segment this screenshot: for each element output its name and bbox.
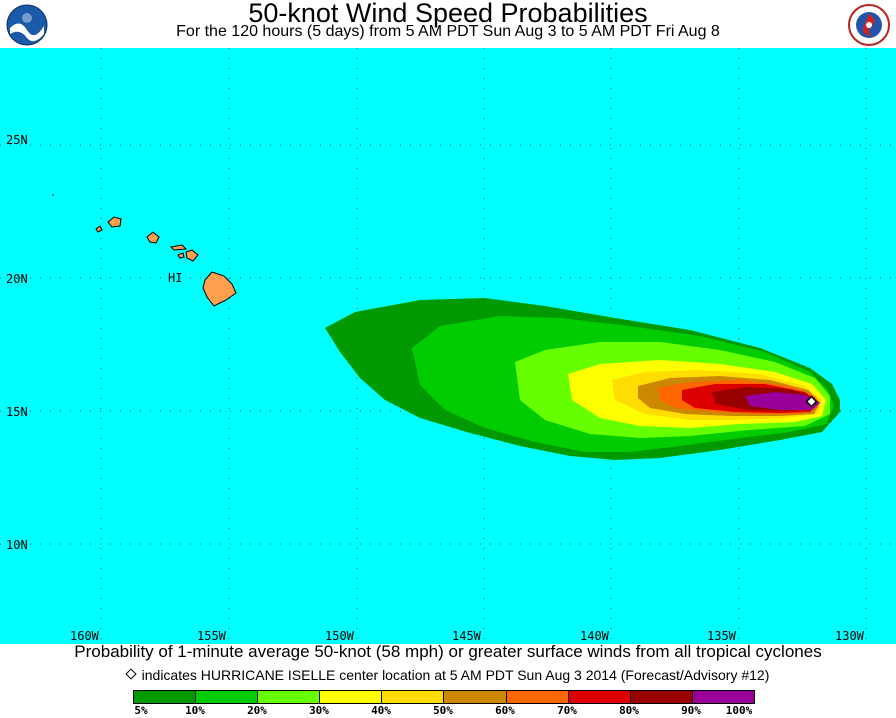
nws-logo	[848, 4, 890, 46]
legend-swatch	[258, 691, 321, 703]
legend-labels: 5% 10% 20% 30% 40% 50% 60% 70% 80% 90% 100%	[0, 704, 896, 718]
contour-90pct	[745, 392, 820, 410]
lon-label-135w: 135W	[707, 629, 737, 643]
island-maui	[185, 249, 199, 262]
legend-label: 70%	[557, 704, 577, 717]
legend-swatch	[568, 691, 631, 703]
legend-label: 90%	[681, 704, 701, 717]
storm-note: indicates HURRICANE ISELLE center locati…	[0, 667, 896, 683]
island-big-island	[202, 271, 237, 307]
island-niihau	[95, 225, 103, 233]
island-molokai	[169, 244, 188, 251]
lon-label-155w: 155W	[197, 629, 227, 643]
legend-swatch	[382, 691, 445, 703]
lat-label-15n: 15N	[6, 405, 28, 419]
legend-swatch	[320, 691, 383, 703]
lon-label-130w: 130W	[835, 629, 865, 643]
hawaiian-islands	[52, 194, 237, 307]
legend-label: 40%	[371, 704, 391, 717]
lat-label-20n: 20N	[6, 272, 28, 286]
legend-swatch	[196, 691, 259, 703]
noaa-logo	[6, 4, 48, 46]
map-subtitle: For the 120 hours (5 days) from 5 AM PDT…	[176, 23, 720, 40]
island-tiny	[52, 194, 54, 196]
probability-map: HI 25N 20N 15N 10N 160W 155W 150W 145W 1…	[0, 48, 896, 644]
legend-label: 60%	[495, 704, 515, 717]
legend-label: 10%	[185, 704, 205, 717]
lon-label-145w: 145W	[452, 629, 482, 643]
lon-label-150w: 150W	[325, 629, 355, 643]
legend-swatch	[692, 691, 754, 703]
island-oahu	[146, 231, 160, 244]
legend-label: 5%	[134, 704, 148, 717]
map-canvas: HI 25N 20N 15N 10N 160W 155W 150W 145W 1…	[0, 48, 896, 644]
legend-swatch	[444, 691, 507, 703]
lon-label-160w: 160W	[70, 629, 100, 643]
map-title: 50-knot Wind Speed Probabilities	[248, 0, 648, 28]
legend-color-bar	[133, 690, 755, 704]
island-lanai	[177, 252, 185, 259]
lat-label-25n: 25N	[6, 133, 28, 147]
map-caption: Probability of 1-minute average 50-knot …	[74, 642, 822, 661]
storm-center-marker	[805, 395, 818, 408]
legend-label: 50%	[433, 704, 453, 717]
legend-label: 20%	[247, 704, 267, 717]
legend-label: 100%	[725, 704, 753, 717]
hawaii-label: HI	[168, 271, 182, 285]
storm-diamond-key	[124, 668, 137, 680]
lat-label-10n: 10N	[6, 538, 28, 552]
legend-swatch	[134, 691, 197, 703]
probability-contours	[325, 298, 840, 460]
legend-swatch	[506, 691, 569, 703]
storm-note-text: indicates HURRICANE ISELLE center locati…	[141, 667, 770, 683]
legend-label: 80%	[619, 704, 639, 717]
lon-label-140w: 140W	[580, 629, 610, 643]
legend-swatch	[630, 691, 693, 703]
island-kauai	[107, 216, 122, 228]
legend-label: 30%	[309, 704, 329, 717]
